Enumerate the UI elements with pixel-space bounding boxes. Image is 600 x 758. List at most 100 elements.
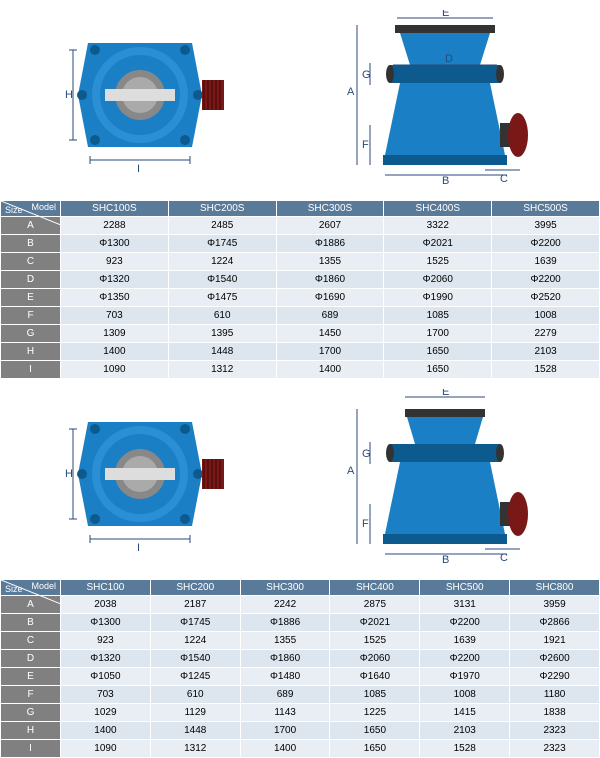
data-cell: 2038 [61, 596, 151, 614]
dim-C: C [500, 173, 508, 185]
row-label: E [1, 668, 61, 686]
data-cell: Φ1640 [330, 668, 420, 686]
row-label: H [1, 343, 61, 361]
data-cell: Φ1245 [150, 668, 240, 686]
data-cell: 2607 [276, 217, 384, 235]
row-label: G [1, 704, 61, 722]
row-label: D [1, 271, 61, 289]
dim-H: H [65, 89, 73, 101]
data-cell: Φ2060 [330, 650, 420, 668]
model-header: SHC800 [510, 580, 600, 596]
data-cell: Φ1745 [150, 614, 240, 632]
data-cell: 1312 [168, 361, 276, 379]
top-view-drawing: H I [55, 20, 225, 175]
data-cell: 1700 [384, 325, 492, 343]
data-cell: 1090 [61, 740, 151, 758]
data-cell: 703 [61, 686, 151, 704]
model-header: SHC300 [240, 580, 330, 596]
dim-C-2: C [500, 552, 508, 564]
data-cell: Φ1540 [168, 271, 276, 289]
data-cell: Φ1300 [61, 235, 169, 253]
data-cell: 1029 [61, 704, 151, 722]
data-cell: Φ2021 [384, 235, 492, 253]
data-cell: Φ1320 [61, 650, 151, 668]
data-cell: 1085 [384, 307, 492, 325]
side-view-2: E A G F B C [335, 389, 545, 564]
data-cell: 1700 [240, 722, 330, 740]
data-cell: Φ1745 [168, 235, 276, 253]
data-cell: 1639 [492, 253, 600, 271]
dim-F: F [362, 139, 369, 151]
diagrams-row-1: H I [0, 0, 600, 200]
data-cell: 1008 [420, 686, 510, 704]
side-view-1: E A G D F B C [335, 10, 545, 185]
data-cell: 2323 [510, 740, 600, 758]
data-cell: 2875 [330, 596, 420, 614]
data-cell: 1400 [276, 361, 384, 379]
data-cell: 689 [276, 307, 384, 325]
data-cell: Φ1860 [240, 650, 330, 668]
data-cell: 1400 [61, 343, 169, 361]
corner-model: Model [31, 202, 56, 212]
data-cell: 1525 [330, 632, 420, 650]
data-cell: 610 [150, 686, 240, 704]
row-label: I [1, 740, 61, 758]
data-cell: 2187 [150, 596, 240, 614]
data-cell: Φ1860 [276, 271, 384, 289]
data-cell: 1415 [420, 704, 510, 722]
data-cell: Φ2060 [384, 271, 492, 289]
data-cell: Φ1300 [61, 614, 151, 632]
data-cell: 1395 [168, 325, 276, 343]
data-cell: Φ1990 [384, 289, 492, 307]
data-cell: 2279 [492, 325, 600, 343]
data-cell: 1355 [240, 632, 330, 650]
data-cell: Φ2290 [510, 668, 600, 686]
data-cell: Φ2200 [492, 271, 600, 289]
dim-E-2: E [442, 389, 449, 398]
data-cell: 3959 [510, 596, 600, 614]
corner-size: Size [5, 205, 23, 215]
row-label: D [1, 650, 61, 668]
data-cell: 3322 [384, 217, 492, 235]
data-cell: 1224 [168, 253, 276, 271]
data-cell: Φ1320 [61, 271, 169, 289]
data-cell: Φ1350 [61, 289, 169, 307]
data-cell: 1921 [510, 632, 600, 650]
top-view-drawing-2: H I [55, 399, 225, 554]
data-cell: 1224 [150, 632, 240, 650]
data-cell: 1650 [384, 343, 492, 361]
data-cell: Φ1475 [168, 289, 276, 307]
dim-A: A [347, 86, 355, 98]
data-cell: 1838 [510, 704, 600, 722]
spec-table-2: ModelSizeSHC100SHC200SHC300SHC400SHC500S… [0, 579, 600, 758]
data-cell: 1448 [168, 343, 276, 361]
data-cell: 1700 [276, 343, 384, 361]
data-cell: Φ1690 [276, 289, 384, 307]
data-cell: 1143 [240, 704, 330, 722]
data-cell: 2288 [61, 217, 169, 235]
data-cell: Φ1050 [61, 668, 151, 686]
data-cell: 1090 [61, 361, 169, 379]
dim-B-2: B [442, 554, 449, 564]
row-label: G [1, 325, 61, 343]
data-cell: 1650 [330, 722, 420, 740]
data-cell: 1312 [150, 740, 240, 758]
corner-size: Size [5, 584, 23, 594]
data-cell: Φ2200 [420, 650, 510, 668]
data-cell: Φ2520 [492, 289, 600, 307]
dim-H-2: H [65, 468, 73, 480]
data-cell: Φ1886 [240, 614, 330, 632]
section-1: H I [0, 0, 600, 379]
data-cell: 923 [61, 253, 169, 271]
corner-model: Model [31, 581, 56, 591]
data-cell: 1528 [492, 361, 600, 379]
dim-F-2: F [362, 518, 369, 530]
data-cell: 610 [168, 307, 276, 325]
data-cell: 3131 [420, 596, 510, 614]
data-cell: 3995 [492, 217, 600, 235]
data-cell: 1225 [330, 704, 420, 722]
dim-I-2: I [137, 542, 140, 554]
data-cell: 1639 [420, 632, 510, 650]
data-cell: 703 [61, 307, 169, 325]
data-cell: 2242 [240, 596, 330, 614]
